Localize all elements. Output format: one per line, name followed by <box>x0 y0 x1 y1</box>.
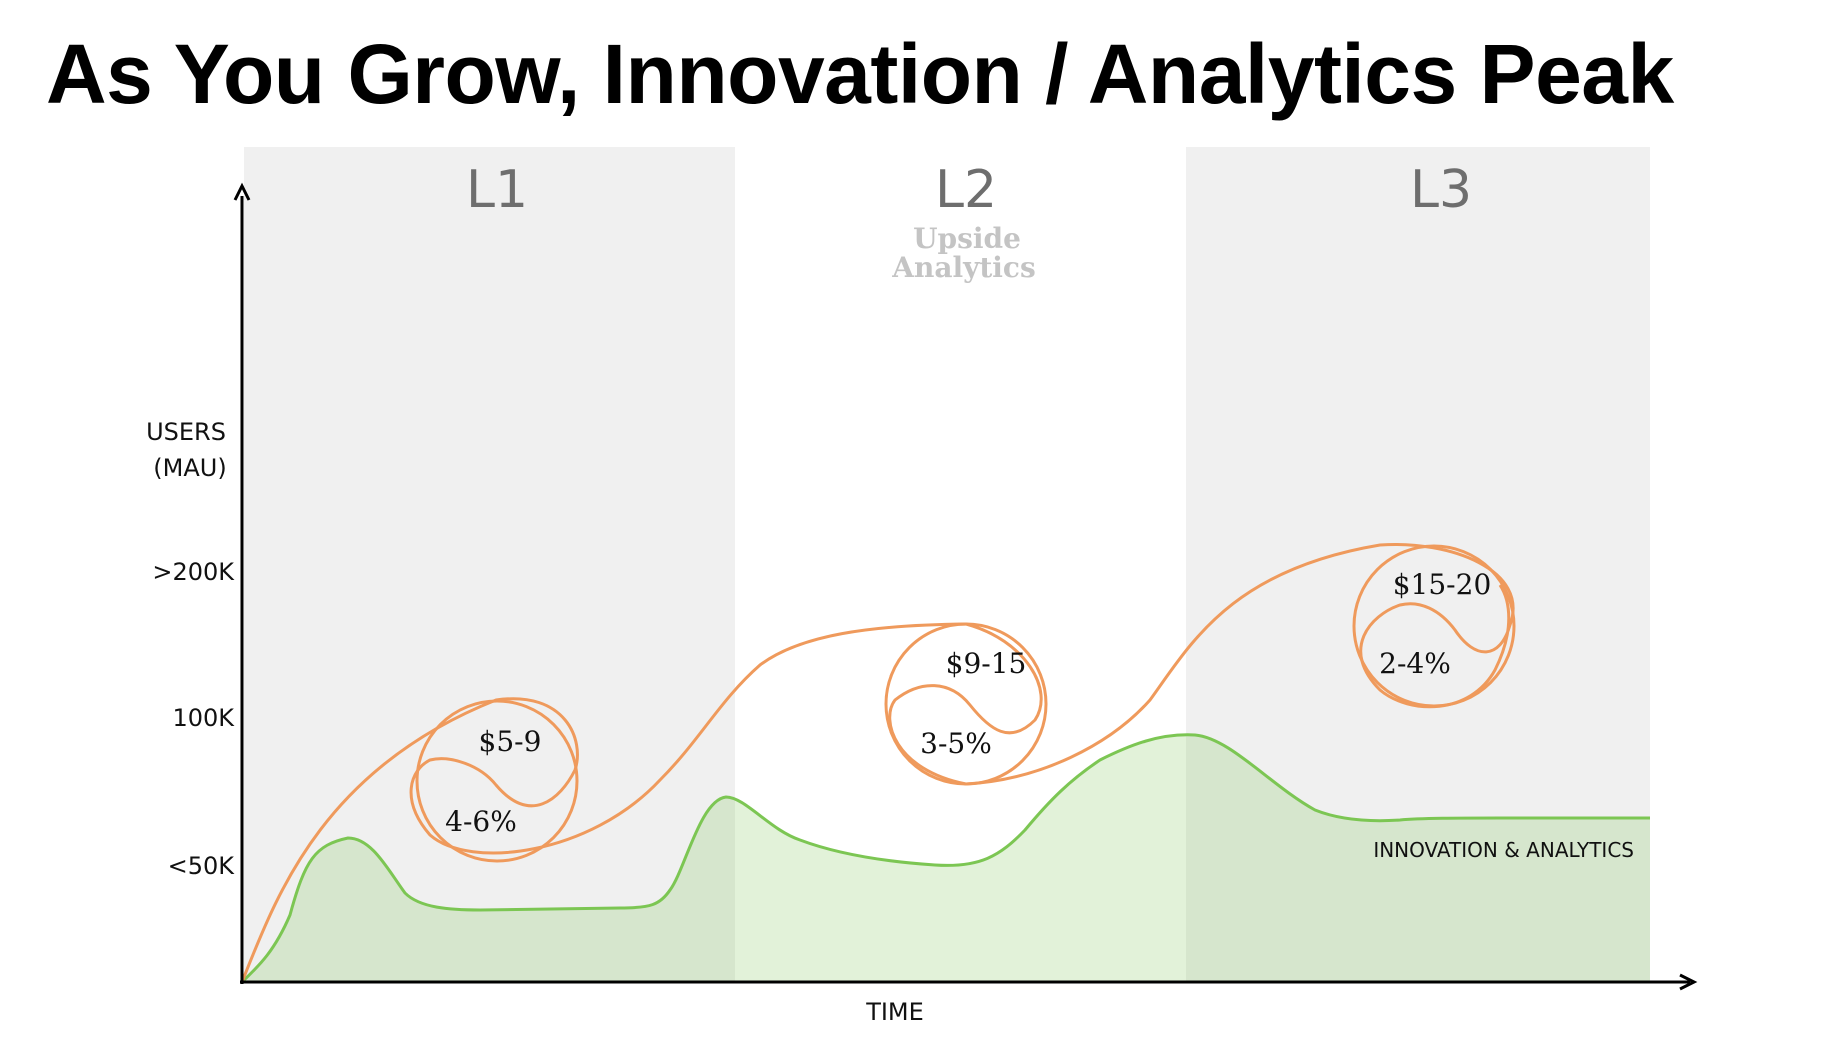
band-label-l2: L2 <box>935 160 997 220</box>
band-l3-background <box>1186 147 1650 983</box>
x-axis-arrow-icon <box>1679 973 1698 991</box>
innovation-series-label: INNOVATION & ANALYTICS <box>1373 838 1634 862</box>
users-curve <box>240 542 1515 983</box>
band-label-l3: L3 <box>1410 160 1472 220</box>
loop-price-label-l3: $15-20 <box>1393 568 1492 601</box>
loop-price-label-l1: $5-9 <box>479 725 542 758</box>
y-tick-label: <50K <box>168 852 236 880</box>
loop-circle-l3 <box>1352 544 1516 708</box>
band-label-l1: L1 <box>466 160 528 220</box>
loop-circle-l2 <box>884 622 1048 786</box>
innovation-area <box>242 734 1650 982</box>
loop-rate-label-l3: 2-4% <box>1379 647 1451 680</box>
loop-price-label-l2: $9-15 <box>946 647 1027 680</box>
y-tick-label: >200K <box>152 558 235 586</box>
y-tick-label: 100K <box>172 704 235 732</box>
band-l1-background <box>244 147 735 983</box>
x-axis-label: TIME <box>865 998 924 1026</box>
loop-rate-label-l2: 3-5% <box>920 727 992 760</box>
y-axis-label-line-2: (MAU) <box>153 454 226 482</box>
loop-rate-label-l1: 4-6% <box>445 805 517 838</box>
watermark-line-2: Analytics <box>891 251 1036 284</box>
watermark-line-1: Upside <box>913 222 1021 255</box>
y-axis-label-line-1: USERS <box>146 418 226 446</box>
loop-circle-l1 <box>415 699 579 863</box>
page-title: As You Grow, Innovation / Analytics Peak <box>46 27 1674 121</box>
innovation-line <box>240 733 1650 984</box>
y-axis-arrow-icon <box>233 182 251 201</box>
